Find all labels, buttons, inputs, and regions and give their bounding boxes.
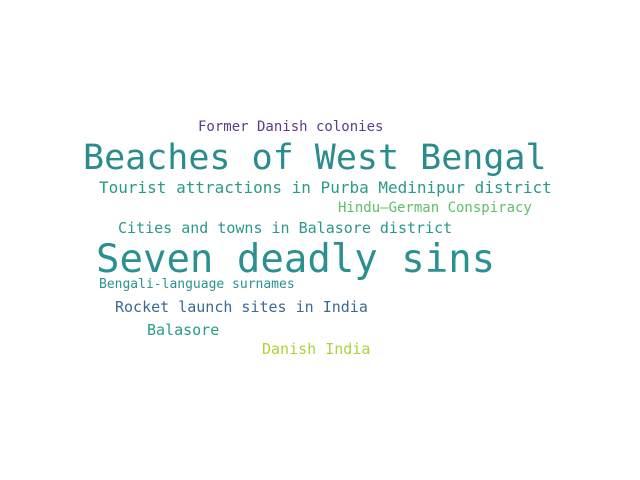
word-bengali-language-surnames: Bengali-language surnames bbox=[99, 277, 295, 292]
word-seven-deadly-sins: Seven deadly sins bbox=[96, 237, 496, 282]
word-danish-india: Danish India bbox=[262, 340, 371, 358]
word-beaches-of-west-bengal: Beaches of West Bengal bbox=[83, 138, 547, 178]
word-rocket-launch-sites-india: Rocket launch sites in India bbox=[115, 298, 368, 316]
word-former-danish-colonies: Former Danish colonies bbox=[198, 119, 384, 135]
word-hindu-german-conspiracy: Hindu–German Conspiracy bbox=[338, 200, 532, 216]
word-balasore: Balasore bbox=[147, 321, 220, 339]
word-tourist-attractions-purba-medinipur: Tourist attractions in Purba Medinipur d… bbox=[99, 178, 552, 197]
word-cities-towns-balasore-district: Cities and towns in Balasore district bbox=[118, 219, 453, 237]
